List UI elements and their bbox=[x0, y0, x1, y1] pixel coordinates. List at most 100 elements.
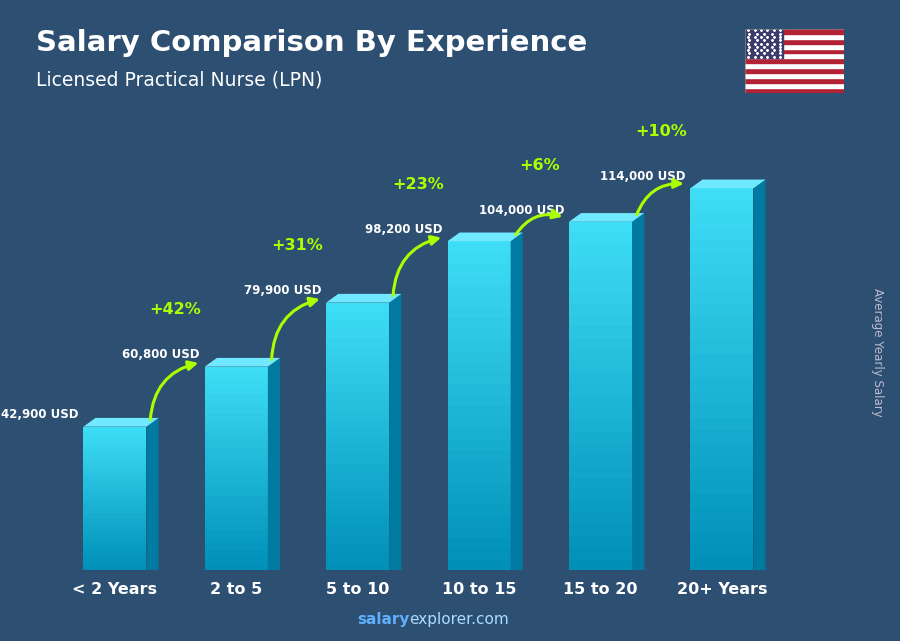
Bar bbox=[204, 469, 268, 476]
Bar bbox=[690, 252, 753, 265]
Bar bbox=[84, 441, 147, 446]
Bar bbox=[326, 535, 390, 544]
Bar bbox=[690, 417, 753, 430]
Bar bbox=[569, 315, 632, 326]
Bar bbox=[447, 318, 510, 329]
Bar bbox=[204, 544, 268, 550]
Bar bbox=[690, 558, 753, 570]
Bar bbox=[569, 362, 632, 373]
Bar bbox=[447, 450, 510, 461]
Bar bbox=[690, 188, 753, 201]
Bar bbox=[326, 526, 390, 535]
Bar bbox=[569, 303, 632, 315]
Bar bbox=[84, 566, 147, 570]
Text: Salary Comparison By Experience: Salary Comparison By Experience bbox=[36, 29, 587, 57]
Bar bbox=[447, 417, 510, 428]
Bar bbox=[745, 58, 844, 63]
Bar bbox=[326, 347, 390, 356]
Bar bbox=[84, 494, 147, 499]
Bar bbox=[569, 547, 632, 559]
Bar bbox=[447, 560, 510, 570]
Bar bbox=[84, 465, 147, 470]
Bar bbox=[745, 63, 844, 69]
Bar bbox=[326, 544, 390, 553]
Bar bbox=[326, 508, 390, 517]
Bar bbox=[569, 373, 632, 385]
Bar bbox=[690, 226, 753, 239]
Bar bbox=[204, 394, 268, 401]
Bar bbox=[447, 494, 510, 504]
Bar bbox=[204, 401, 268, 408]
Text: +42%: +42% bbox=[149, 303, 202, 317]
Bar bbox=[690, 367, 753, 379]
Bar bbox=[84, 513, 147, 518]
Bar bbox=[204, 374, 268, 380]
Bar bbox=[326, 562, 390, 570]
Bar bbox=[204, 387, 268, 394]
Bar bbox=[447, 340, 510, 351]
Bar bbox=[569, 222, 632, 233]
Bar bbox=[569, 431, 632, 443]
Polygon shape bbox=[690, 179, 766, 188]
Bar bbox=[745, 88, 844, 93]
Bar bbox=[447, 351, 510, 362]
Bar bbox=[204, 516, 268, 523]
Bar bbox=[204, 421, 268, 428]
Bar bbox=[326, 320, 390, 329]
Bar bbox=[326, 329, 390, 338]
Bar bbox=[84, 537, 147, 542]
Bar bbox=[569, 559, 632, 570]
Bar bbox=[326, 410, 390, 419]
Text: +23%: +23% bbox=[392, 177, 445, 192]
Text: 114,000 USD: 114,000 USD bbox=[600, 170, 686, 183]
Bar bbox=[569, 478, 632, 489]
Polygon shape bbox=[569, 213, 644, 222]
Bar bbox=[447, 439, 510, 450]
Bar bbox=[569, 489, 632, 501]
Bar bbox=[447, 241, 510, 252]
Bar bbox=[204, 537, 268, 544]
Polygon shape bbox=[326, 294, 401, 303]
Bar bbox=[745, 44, 844, 49]
Bar bbox=[204, 476, 268, 482]
Bar bbox=[326, 365, 390, 374]
Bar bbox=[690, 456, 753, 469]
Bar bbox=[447, 362, 510, 373]
Bar bbox=[447, 428, 510, 439]
Bar bbox=[84, 437, 147, 441]
Bar bbox=[690, 507, 753, 519]
Bar bbox=[447, 384, 510, 395]
Bar bbox=[326, 303, 390, 312]
Text: 79,900 USD: 79,900 USD bbox=[244, 285, 321, 297]
Bar bbox=[569, 443, 632, 454]
Bar bbox=[447, 296, 510, 307]
Bar bbox=[690, 341, 753, 354]
Polygon shape bbox=[147, 418, 158, 570]
Bar bbox=[690, 290, 753, 303]
Bar bbox=[326, 517, 390, 526]
Bar bbox=[204, 489, 268, 495]
Bar bbox=[690, 392, 753, 405]
Bar bbox=[690, 379, 753, 392]
Bar bbox=[569, 419, 632, 431]
Bar bbox=[447, 504, 510, 515]
Bar bbox=[326, 356, 390, 365]
Bar bbox=[204, 503, 268, 510]
Bar bbox=[326, 419, 390, 428]
Bar bbox=[447, 472, 510, 483]
Text: +6%: +6% bbox=[519, 158, 560, 172]
Bar bbox=[204, 462, 268, 469]
Bar bbox=[204, 428, 268, 435]
Bar bbox=[204, 529, 268, 537]
Polygon shape bbox=[632, 213, 644, 570]
Bar bbox=[326, 472, 390, 481]
Bar bbox=[84, 479, 147, 484]
Polygon shape bbox=[84, 418, 158, 427]
Text: Average Yearly Salary: Average Yearly Salary bbox=[871, 288, 884, 417]
Bar bbox=[84, 451, 147, 455]
Bar bbox=[690, 315, 753, 328]
Text: +10%: +10% bbox=[635, 124, 687, 139]
Bar bbox=[745, 29, 783, 58]
Bar bbox=[84, 446, 147, 451]
Bar bbox=[326, 445, 390, 454]
